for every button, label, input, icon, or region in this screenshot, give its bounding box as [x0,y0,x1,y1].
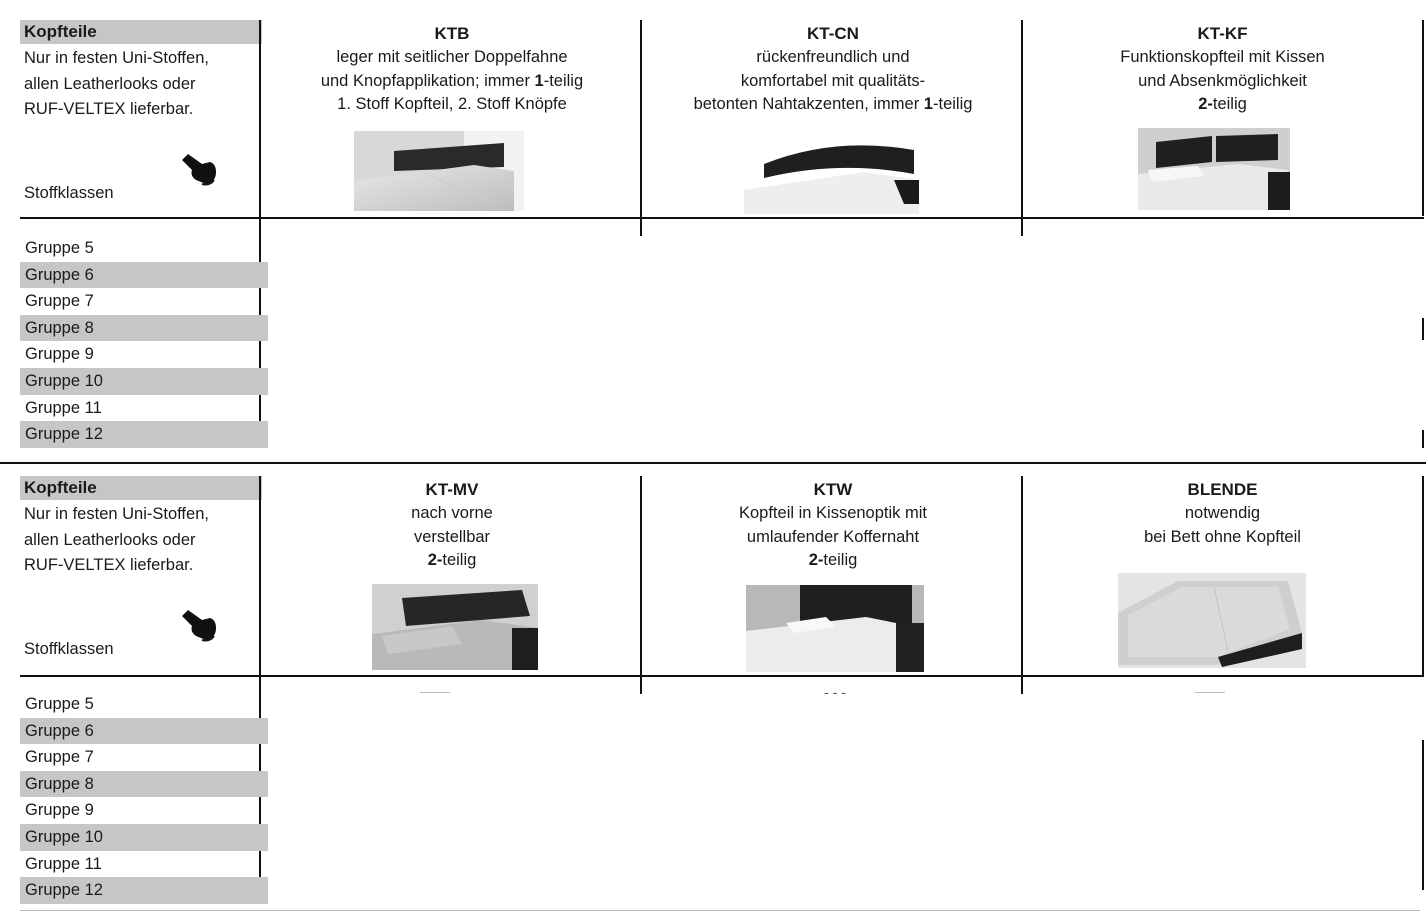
fabric-group-row: Gruppe 12 [20,877,268,904]
pointing-hand-icon [182,154,216,186]
fabric-group-row: Gruppe 5 [25,695,94,713]
section1-title: Kopfteile [20,20,262,44]
fabric-group-row: Gruppe 6 [20,717,268,745]
product-name: KTB [434,24,470,43]
section2-desc-line: allen Leatherlooks oder [24,530,196,549]
product-desc-line: Funktionskopfteil mit Kissen [1120,48,1325,66]
product-desc-line: nach vorne [411,504,493,522]
fabric-group-row: Gruppe 9 [25,345,94,364]
kt-kf-bed-image [1138,128,1290,210]
fabric-group-row: Gruppe 11 [25,398,102,417]
product-desc-line: umlaufender Koffernaht [746,527,920,546]
fabric-group-row: Gruppe 8 [20,770,268,798]
product-name: KT-KF [1197,24,1248,43]
fabric-group-row: Gruppe 7 [25,748,94,767]
ktb-bed-image [354,131,524,211]
product-desc-line: komfortabel mit qualitäts- [740,71,926,90]
kt-cn-bed-image [744,134,919,214]
kt-mv-bed-image [372,584,538,670]
ktw-group-marker: - - - [824,684,846,700]
product-desc-line: 2-teilig [1198,95,1247,113]
section2-footer: Stoffklassen [24,640,114,658]
product-desc-line: betonten Nahtakzenten, immer 1-teilig [693,95,973,113]
product-desc-line: rückenfreundlich und [756,48,910,66]
product-ktw: KTW Kopfteil in Kissenoptik mit umlaufen… [648,478,1018,573]
pointing-hand-icon [182,610,216,642]
fabric-group-row: Gruppe 9 [25,801,94,820]
product-blende: BLENDE notwendig bei Bett ohne Kopfteil [1030,478,1415,549]
fabric-group-row: Gruppe 8 [20,314,268,342]
section1-description: Nur in festen Uni-Stoffen, allen Leather… [24,46,268,123]
section2-group-list: Gruppe 5 Gruppe 6 Gruppe 7 Gruppe 8 Grup… [20,691,268,904]
fabric-group-row: Gruppe 5 [25,239,94,257]
fabric-group-row: Gruppe 10 [20,823,268,851]
section2-desc-line: RUF-VELTEX lieferbar. [24,556,194,574]
product-desc-line: 2-teilig [808,551,858,569]
ktw-bed-image [746,585,924,672]
fabric-group-row: Gruppe 7 [25,292,94,311]
product-desc-line: Kopfteil in Kissenoptik mit [738,504,927,522]
section1-desc-line: allen Leatherlooks oder [24,74,196,93]
fabric-group-row: Gruppe 12 [20,421,268,448]
section1-desc-line: RUF-VELTEX lieferbar. [24,100,194,118]
section2-desc-line: Nur in festen Uni-Stoffen, [24,505,209,523]
product-desc-line: verstellbar [413,527,491,546]
product-desc-line: 2-teilig [427,551,477,569]
product-name: KTW [813,480,853,499]
blende-bed-image [1118,573,1306,668]
fabric-group-row: Gruppe 6 [20,261,268,289]
product-desc-line: und Absenkmöglichkeit [1138,71,1307,90]
section1-desc-line: Nur in festen Uni-Stoffen, [24,49,209,67]
product-kt-kf: KT-KF Funktionskopfteil mit Kissen und A… [1030,22,1415,117]
section1-group-list: Gruppe 5 Gruppe 6 Gruppe 7 Gruppe 8 Grup… [20,235,268,448]
product-desc-line: bei Bett ohne Kopfteil [1144,527,1301,546]
product-desc-line: notwendig [1184,504,1261,522]
product-desc-line: leger mit seitlicher Doppelfahne [336,48,568,66]
section2-title: Kopfteile [20,476,262,500]
product-name: BLENDE [1187,480,1258,499]
product-desc-line: 1. Stoff Kopfteil, 2. Stoff Knöpfe [337,95,567,113]
fabric-group-row: Gruppe 11 [25,854,102,873]
product-name: KT-MV [425,480,479,499]
product-kt-mv: KT-MV nach vorne verstellbar 2-teilig [272,478,632,573]
product-name: KT-CN [807,24,859,43]
section2-description: Nur in festen Uni-Stoffen, allen Leather… [24,502,268,579]
fabric-group-row: Gruppe 10 [20,367,268,395]
section1-footer: Stoffklassen [24,184,114,202]
product-ktb: KTB leger mit seitlicher Doppelfahne und… [272,22,632,117]
product-desc-line: und Knopfapplikation; immer 1-teilig [320,71,584,90]
product-kt-cn: KT-CN rückenfreundlich und komfortabel m… [648,22,1018,117]
